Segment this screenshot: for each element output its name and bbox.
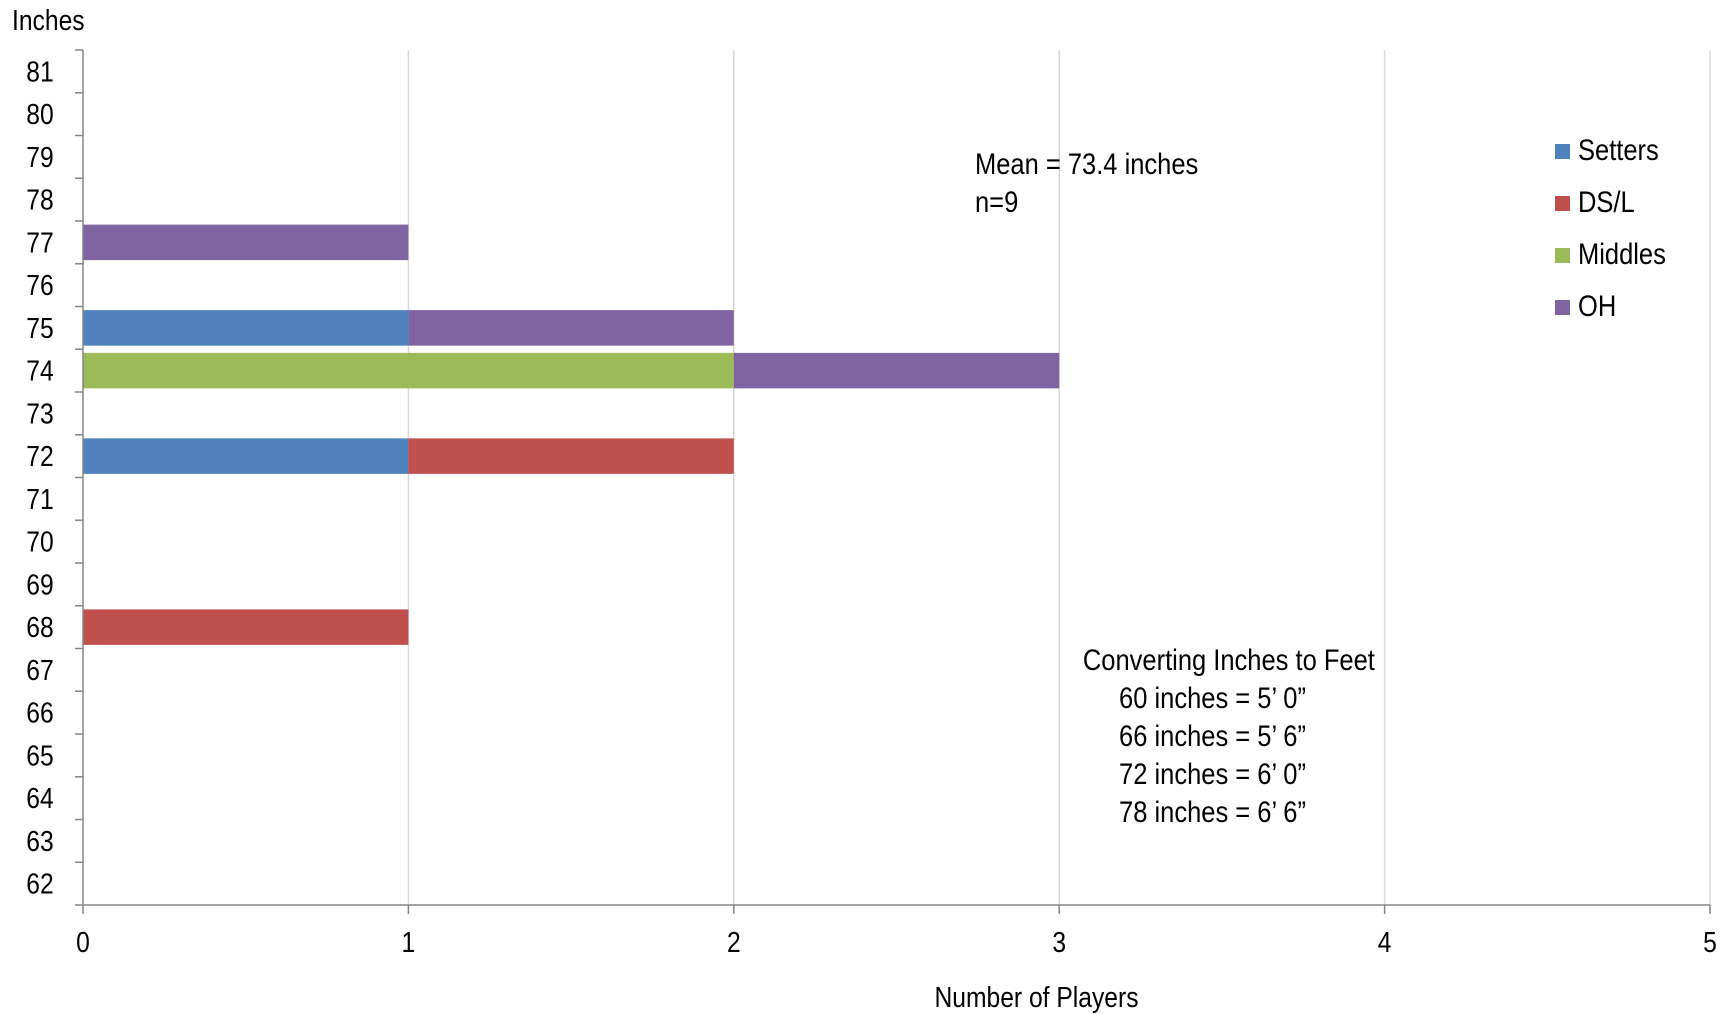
y-tick-label: 63 xyxy=(26,825,53,857)
y-tick-label: 81 xyxy=(26,56,53,88)
legend-swatch-dsl xyxy=(1555,195,1570,211)
y-tick-label: 75 xyxy=(26,312,53,344)
x-tick-label: 3 xyxy=(1052,926,1066,958)
conversion-line-72: 72 inches = 6’ 0” xyxy=(1119,758,1306,791)
x-tick-label: 5 xyxy=(1703,926,1717,958)
bar-setters-72 xyxy=(83,438,409,474)
mean-annotation: Mean = 73.4 inches n=9 xyxy=(975,146,1198,222)
bar-oh-75 xyxy=(408,310,734,346)
bar-ds-l-72 xyxy=(408,438,734,474)
y-tick-label: 76 xyxy=(26,269,53,301)
bar-setters-75 xyxy=(83,310,409,346)
legend-swatch-oh xyxy=(1555,299,1570,315)
legend-label-dsl: DS/L xyxy=(1578,186,1635,219)
y-tick-label: 70 xyxy=(26,526,53,558)
legend-label-oh: OH xyxy=(1578,290,1617,323)
bar-oh-77 xyxy=(83,224,409,261)
y-tick-label: 64 xyxy=(26,782,53,814)
y-tick-label: 69 xyxy=(26,569,53,601)
x-tick-label: 2 xyxy=(727,926,741,958)
y-tick-label: 71 xyxy=(26,483,53,515)
conversion-annotation: Converting Inches to Feet 60 inches = 5’… xyxy=(1082,642,1375,832)
legend-item-oh: OH xyxy=(1555,281,1681,333)
legend-item-setters: Setters xyxy=(1555,125,1681,177)
legend-label-middles: Middles xyxy=(1578,238,1666,271)
y-tick-label: 68 xyxy=(26,611,53,643)
conversion-line-66: 66 inches = 5’ 6” xyxy=(1119,720,1306,753)
y-tick-label: 73 xyxy=(26,398,53,430)
x-axis-title: Number of Players xyxy=(934,981,1138,1013)
conversion-title: Converting Inches to Feet xyxy=(1082,644,1375,677)
x-tick-label: 4 xyxy=(1378,926,1392,958)
y-tick-label: 72 xyxy=(26,440,53,472)
y-tick-label: 77 xyxy=(26,227,53,259)
legend-item-middles: Middles xyxy=(1555,229,1681,281)
legend-item-dsl: DS/L xyxy=(1555,177,1681,229)
n-annotation-line: n=9 xyxy=(975,186,1019,219)
y-tick-label: 78 xyxy=(26,184,53,216)
x-tick-label: 0 xyxy=(76,926,90,958)
conversion-line-60: 60 inches = 5’ 0” xyxy=(1119,682,1306,715)
legend-label-setters: Setters xyxy=(1578,134,1659,167)
y-tick-label: 65 xyxy=(26,740,53,772)
x-tick-label: 1 xyxy=(402,926,416,958)
mean-annotation-line: Mean = 73.4 inches xyxy=(975,148,1199,181)
bar-ds-l-68 xyxy=(83,609,409,645)
y-axis-title: Inches xyxy=(12,4,85,36)
legend-swatch-middles xyxy=(1555,247,1570,263)
legend-swatch-setters xyxy=(1555,143,1570,159)
y-tick-label: 67 xyxy=(26,654,53,686)
y-tick-label: 80 xyxy=(26,98,53,130)
bar-middles-74 xyxy=(83,352,734,389)
y-tick-label: 74 xyxy=(26,355,53,387)
y-tick-label: 66 xyxy=(26,697,53,729)
conversion-line-78: 78 inches = 6’ 6” xyxy=(1119,796,1306,829)
y-tick-label: 62 xyxy=(26,868,53,900)
y-tick-label: 79 xyxy=(26,141,53,173)
bar-oh-74 xyxy=(733,352,1060,389)
legend: Setters DS/L Middles OH xyxy=(1555,125,1681,333)
